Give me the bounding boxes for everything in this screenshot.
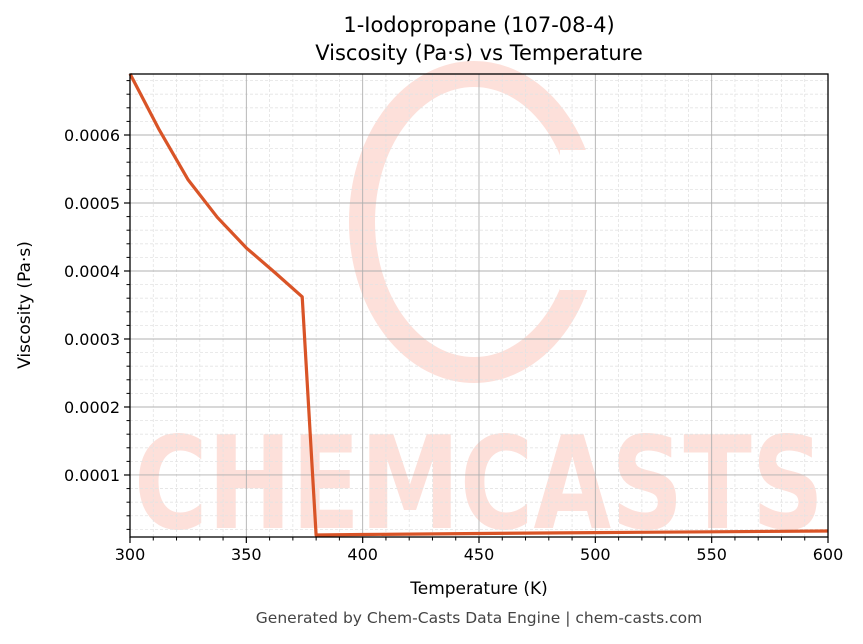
x-tick-label: 350 [231,545,262,564]
y-axis-label: Viscosity (Pa·s) [15,241,35,369]
y-tick-label: 0.0002 [64,398,120,417]
x-tick-label: 550 [696,545,727,564]
x-tick-label: 450 [464,545,495,564]
y-tick-label: 0.0003 [64,330,120,349]
y-tick-label: 0.0005 [64,194,120,213]
x-tick-label: 500 [580,545,611,564]
watermark-logo-gap [560,150,600,290]
x-tick-label: 400 [347,545,378,564]
y-tick-label: 0.0004 [64,262,120,281]
x-axis-label: Temperature (K) [409,579,548,599]
y-tick-label: 0.0006 [64,126,120,145]
y-tick-label: 0.0001 [64,466,120,485]
footer-credit: Generated by Chem-Casts Data Engine | ch… [255,609,703,627]
chart-title: 1-Iodopropane (107-08-4) [343,13,615,37]
x-tick-label: 600 [813,545,844,564]
chart-subtitle: Viscosity (Pa·s) vs Temperature [315,41,643,65]
x-tick-label: 300 [115,545,146,564]
x-axis: 300 350 400 450 500 550 600 [115,537,844,564]
series-line [128,73,829,537]
y-axis: 0.0001 0.0002 0.0003 0.0004 0.0005 0.0006 [64,80,130,530]
data-series [128,73,829,537]
